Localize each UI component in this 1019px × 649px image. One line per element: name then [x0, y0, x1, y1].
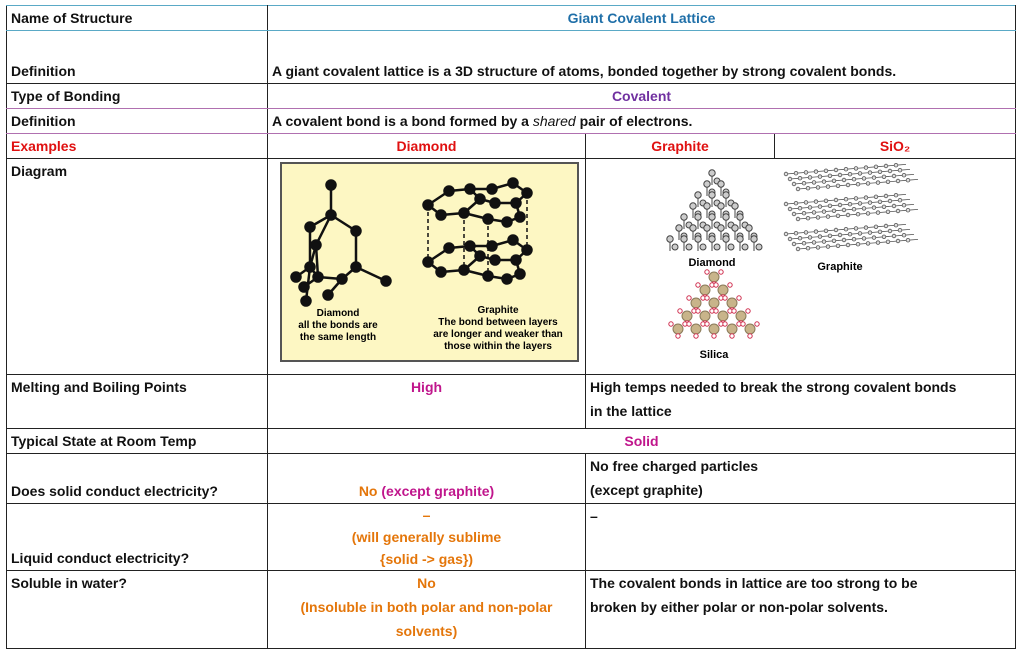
diagram-right-cell: Diamond Graphite Silica — [584, 158, 1017, 375]
bond-definition-text: A covalent bond is a bond formed by a sh… — [266, 108, 1017, 134]
atom — [290, 271, 302, 283]
solid-conduct-no: No — [358, 483, 378, 499]
soluble-expl-line1: The covalent bonds in lattice are too st… — [590, 575, 918, 591]
row-name-of-structure: Name of Structure Giant Covalent Lattice — [6, 5, 1017, 31]
structure-name: Giant Covalent Lattice — [266, 5, 1017, 31]
solid-conduct-value: No (except graphite) — [267, 453, 586, 504]
row-state: Typical State at Room Temp Solid — [6, 428, 1017, 454]
caption-graphite-1: Graphite — [477, 305, 519, 316]
caption-diamond-3: the same length — [300, 332, 376, 343]
solid-expl-line1: No free charged particles — [590, 458, 759, 474]
liquid-value-line3: {solid -> gas}) — [380, 551, 473, 567]
model-caption-graphite: Graphite — [817, 261, 862, 273]
row-type-of-bonding: Type of Bonding Covalent — [6, 83, 1017, 109]
label-soluble: Soluble in water? — [6, 570, 268, 649]
melting-expl-line2: in the lattice — [590, 403, 672, 419]
caption-diamond-2: all the bonds are — [298, 320, 378, 331]
example-sio2: SiO₂ — [773, 133, 1017, 159]
solid-conduct-explanation: No free charged particles (except graphit… — [584, 453, 1017, 504]
example-graphite: Graphite — [585, 133, 775, 159]
row-diagram: Diagram Diamond all the bonds are the sa… — [6, 158, 1017, 375]
model-caption-silica: Silica — [700, 349, 730, 361]
row-bond-definition: Definition A covalent bond is a bond for… — [6, 108, 1017, 134]
solid-conduct-except: (except graphite) — [381, 483, 495, 499]
label-diagram: Diagram — [6, 158, 268, 375]
soluble-expl-line2: broken by either polar or non-polar solv… — [590, 599, 888, 615]
soluble-explanation: The covalent bonds in lattice are too st… — [584, 570, 1017, 649]
label-liquid-conduct: Liquid conduct electricity? — [6, 503, 268, 571]
atom — [322, 289, 334, 301]
atom — [310, 239, 322, 251]
atom — [325, 179, 337, 191]
melting-value: High — [267, 374, 586, 429]
diamond-graphite-silica-models: Diamond Graphite Silica — [666, 162, 919, 361]
soluble-value-line2: (Insoluble in both polar and non-polar — [300, 599, 553, 615]
caption-graphite-4: those within the layers — [444, 341, 552, 352]
soluble-value: No (Insoluble in both polar and non-polar… — [267, 570, 586, 649]
row-melting-boiling: Melting and Boiling Points High High tem… — [6, 374, 1017, 429]
atom — [380, 275, 392, 287]
soluble-value-line3: solvents) — [395, 623, 458, 639]
label-examples: Examples — [6, 133, 268, 159]
melting-expl-line1: High temps needed to break the strong co… — [590, 379, 957, 395]
caption-diamond-1: Diamond — [317, 308, 360, 319]
bond-def-emphasis: shared — [532, 113, 576, 129]
label-state: Typical State at Room Temp — [6, 428, 268, 454]
label-name-of-structure: Name of Structure — [6, 5, 268, 31]
row-examples: Examples Diamond Graphite SiO₂ — [6, 133, 1017, 159]
liquid-value-line2: (will generally sublime — [351, 529, 502, 545]
row-soluble: Soluble in water? No (Insoluble in both p… — [6, 570, 1017, 649]
solid-expl-line2: (except graphite) — [590, 482, 703, 498]
giant-covalent-lattice-table: Name of Structure Giant Covalent Lattice… — [6, 5, 1017, 649]
liquid-value-line1: – — [422, 507, 431, 523]
diagram-left-cell: Diamond all the bonds are the same lengt… — [267, 158, 586, 375]
example-diamond: Diamond — [267, 133, 586, 159]
label-definition: Definition — [6, 30, 268, 84]
liquid-conduct-value: – (will generally sublime {solid -> gas}) — [267, 503, 586, 571]
diamond-graphite-figure: Diamond all the bonds are the same lengt… — [280, 162, 579, 362]
caption-graphite-2: The bond between layers — [438, 317, 558, 328]
atom — [312, 271, 324, 283]
soluble-value-line1: No — [417, 575, 436, 591]
atom — [298, 281, 310, 293]
melting-explanation: High temps needed to break the strong co… — [584, 374, 1017, 429]
bond-def-part1: A covalent bond is a bond formed by a — [272, 113, 529, 129]
row-solid-conduct: Does solid conduct electricity? No (exce… — [6, 453, 1017, 504]
row-liquid-conduct: Liquid conduct electricity? – (will gener… — [6, 503, 1017, 571]
caption-graphite-3: are longer and weaker than — [433, 329, 563, 340]
bond-def-part2: pair of electrons. — [579, 113, 693, 129]
label-melting-boiling: Melting and Boiling Points — [6, 374, 268, 429]
liquid-conduct-explanation: – — [584, 503, 1017, 571]
atom — [336, 273, 348, 285]
atom — [304, 221, 316, 233]
row-definition: Definition A giant covalent lattice is a… — [6, 30, 1017, 84]
atom — [350, 261, 362, 273]
label-type-of-bonding: Type of Bonding — [6, 83, 268, 109]
model-caption-diamond: Diamond — [688, 257, 735, 269]
state-value: Solid — [266, 428, 1017, 454]
label-bond-definition: Definition — [6, 108, 268, 134]
label-solid-conduct: Does solid conduct electricity? — [6, 453, 268, 504]
atom — [300, 295, 312, 307]
atom — [304, 261, 316, 273]
definition-text: A giant covalent lattice is a 3D structu… — [266, 30, 1017, 84]
atom — [325, 209, 337, 221]
bonding-type: Covalent — [266, 83, 1017, 109]
atom — [350, 225, 362, 237]
